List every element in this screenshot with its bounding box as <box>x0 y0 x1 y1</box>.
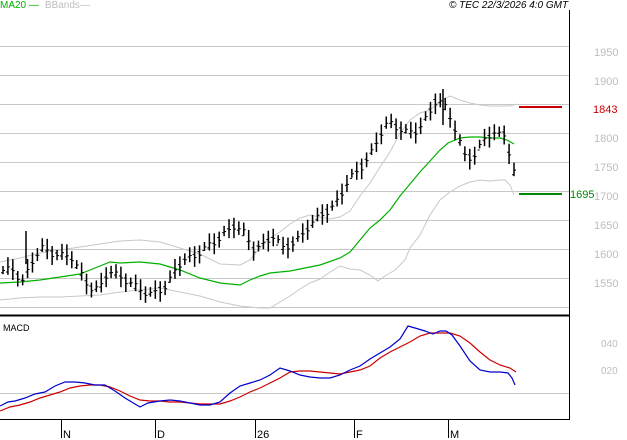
copyright-timestamp: © TEC 22/3/2026 4:0 GMT <box>449 0 569 11</box>
x-label-n: N <box>63 429 71 440</box>
price-label-1550: 1550 <box>594 278 618 290</box>
price-label-1950: 1950 <box>594 47 618 59</box>
price-label-1900: 1900 <box>594 76 618 88</box>
x-axis-labels: N D 26 F M <box>63 429 459 440</box>
legend-bbands-label: BBands <box>44 0 80 11</box>
price-axis-labels: 1950 1900 1800 1750 1700 1650 1600 1550 <box>594 47 618 290</box>
bband-lower <box>0 179 515 309</box>
legend-bbands: BBands— <box>44 0 90 11</box>
x-label-f: F <box>356 429 363 440</box>
x-label-26: 26 <box>257 429 269 440</box>
bband-upper <box>0 95 517 266</box>
macd-title: MACD <box>3 323 30 333</box>
legend-ma20-label: MA20 <box>0 0 27 11</box>
macd-label-040: 040 <box>601 339 618 350</box>
resistance-label: 1843 <box>593 104 617 116</box>
price-label-1800: 1800 <box>594 133 618 145</box>
chart-legend: MA20 — BBands— <box>0 0 90 11</box>
legend-ma20: MA20 — <box>0 0 39 11</box>
bollinger-bands <box>0 95 517 309</box>
price-label-1600: 1600 <box>594 249 618 261</box>
x-label-d: D <box>157 429 165 440</box>
macd-line <box>0 325 516 408</box>
x-label-m: M <box>450 429 459 440</box>
macd-label-020: 020 <box>601 366 618 377</box>
price-label-1650: 1650 <box>594 220 618 232</box>
price-bars <box>1 89 516 303</box>
macd-signal-line <box>0 332 517 412</box>
price-label-1700: 1700 <box>594 191 618 203</box>
x-axis <box>61 420 449 438</box>
price-gridlines <box>0 46 569 308</box>
price-label-1750: 1750 <box>594 162 618 174</box>
ma20-line <box>0 136 515 286</box>
macd-axis-labels: 040 020 <box>601 339 618 377</box>
support-label: 1695 <box>570 189 594 201</box>
